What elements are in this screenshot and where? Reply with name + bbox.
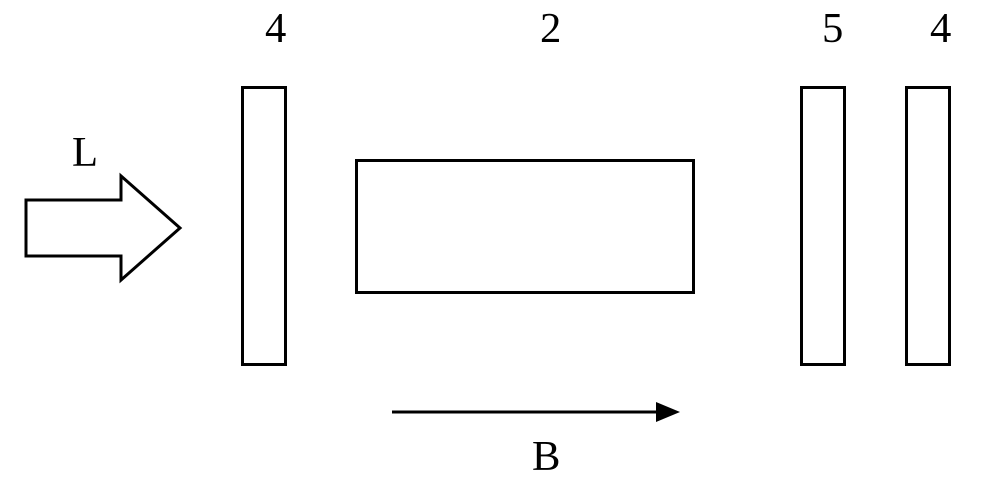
block-4-left bbox=[241, 86, 287, 366]
arrow-L-icon bbox=[24, 174, 182, 282]
label-top-4-left: 4 bbox=[265, 4, 286, 53]
diagram-stage: 4 2 5 4 L B bbox=[0, 0, 1000, 503]
label-top-2: 2 bbox=[540, 4, 561, 53]
arrow-L-path bbox=[26, 176, 180, 280]
label-B: B bbox=[532, 432, 560, 481]
block-5 bbox=[800, 86, 846, 366]
block-2-center bbox=[355, 159, 695, 294]
label-top-4-right: 4 bbox=[930, 4, 951, 53]
block-4-right bbox=[905, 86, 951, 366]
label-top-5: 5 bbox=[822, 4, 843, 53]
arrow-B-icon bbox=[392, 400, 682, 424]
arrow-B-head bbox=[656, 402, 680, 422]
label-L: L bbox=[72, 128, 98, 177]
